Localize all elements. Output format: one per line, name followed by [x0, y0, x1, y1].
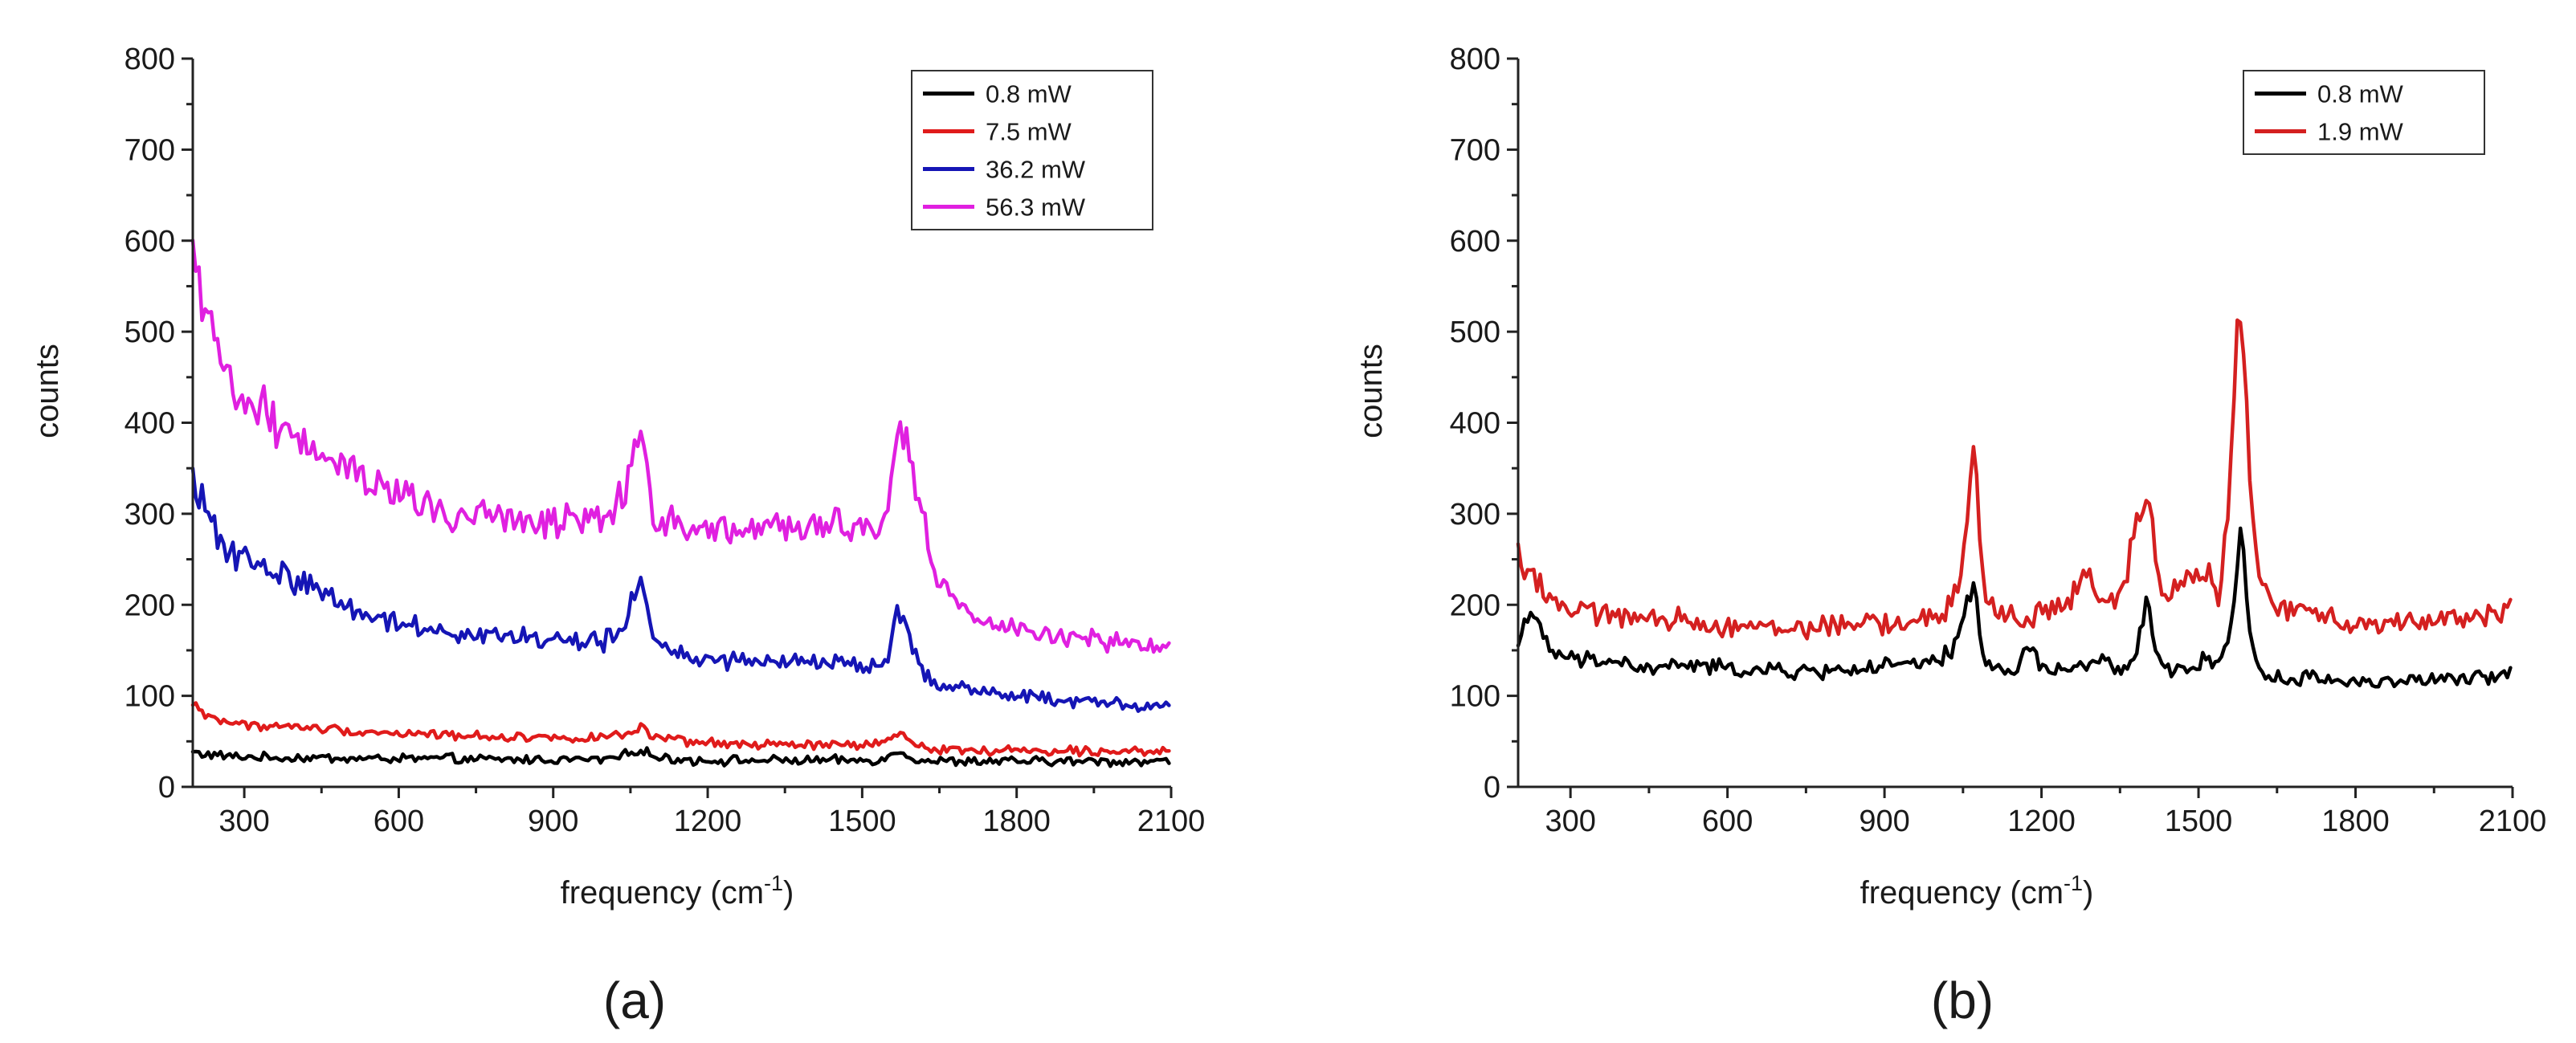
y-axis-label-a: counts — [30, 344, 65, 438]
legend-label: 0.8 mW — [2317, 80, 2404, 108]
y-tick-label: 400 — [1450, 407, 1500, 441]
x-tick-label: 900 — [528, 805, 578, 838]
x-tick-label: 2100 — [2479, 805, 2547, 838]
series-line-0-8-mw — [190, 746, 1171, 768]
x-tick-label: 600 — [374, 805, 424, 838]
x-tick-label: 600 — [1702, 805, 1753, 838]
x-tick-label: 1800 — [2321, 805, 2390, 838]
panel-label-a: (a) — [603, 972, 666, 1029]
x-tick-label: 1500 — [828, 805, 896, 838]
y-axis-label-b: counts — [1353, 344, 1389, 438]
y-tick-label: 500 — [125, 316, 175, 349]
legend-box — [911, 70, 1153, 230]
y-tick-label: 100 — [125, 680, 175, 714]
legend-label: 7.5 mW — [986, 118, 1072, 146]
x-axis-label-b: frequency (cm-1) — [1860, 871, 2094, 911]
y-tick-label: 600 — [125, 225, 175, 259]
legend-a: 0.8 mW 7.5 mW 36.2 mW 56.3 mW — [911, 70, 1153, 230]
x-tick-label: 1800 — [982, 805, 1051, 838]
x-tick-label: 2100 — [1137, 805, 1206, 838]
x-tick-label: 1200 — [2007, 805, 2076, 838]
y-tick-label: 300 — [125, 498, 175, 532]
x-tick-label: 900 — [1859, 805, 1909, 838]
series-line-56-3-mw — [190, 238, 1171, 654]
legend-label: 56.3 mW — [986, 194, 1086, 222]
chart-panel-b: 0 100 200 300 400 500 600 700 800 300 600 900 1200 15… — [1353, 43, 2546, 1029]
axes-a: 0 100 200 300 400 500 600 700 800 300 600 900 1200 15… — [125, 43, 1206, 838]
plot-area-a — [190, 238, 1171, 768]
y-tick-label: 0 — [158, 771, 175, 805]
plot-area-b — [1516, 318, 2513, 689]
y-tick-label: 500 — [1450, 316, 1500, 349]
y-tick-label: 0 — [1484, 771, 1500, 805]
y-tick-label: 600 — [1450, 225, 1500, 259]
y-tick-label: 700 — [125, 133, 175, 167]
y-tick-label: 300 — [1450, 498, 1500, 532]
legend-label: 36.2 mW — [986, 156, 1086, 184]
y-tick-label: 800 — [125, 43, 175, 76]
y-tick-label: 400 — [125, 407, 175, 441]
axes-b: 0 100 200 300 400 500 600 700 800 300 600 900 1200 15… — [1450, 43, 2547, 838]
legend-label: 0.8 mW — [986, 80, 1072, 108]
series-line-1-9-mw — [1516, 318, 2513, 641]
y-tick-label: 800 — [1450, 43, 1500, 76]
x-tick-label: 1200 — [674, 805, 742, 838]
y-tick-label: 100 — [1450, 680, 1500, 714]
y-tick-label: 200 — [1450, 589, 1500, 622]
panel-label-b: (b) — [1931, 972, 1994, 1029]
y-tick-label: 200 — [125, 589, 175, 622]
series-line-0-8-mw — [1516, 526, 2513, 689]
x-axis-label-a: frequency (cm-1) — [561, 871, 794, 911]
series-line-7-5-mw — [190, 701, 1171, 758]
chart-panel-a: 0 100 200 300 400 500 600 700 800 300 600 900 1200 15… — [30, 43, 1205, 1029]
legend-b: 0.8 mW 1.9 mW — [2243, 70, 2485, 155]
y-tick-label: 700 — [1450, 133, 1500, 167]
legend-box — [2243, 70, 2485, 155]
x-tick-label: 1500 — [2165, 805, 2233, 838]
legend-label: 1.9 mW — [2317, 118, 2404, 146]
x-tick-label: 300 — [218, 805, 269, 838]
series-line-36-2-mw — [190, 466, 1171, 713]
x-tick-label: 300 — [1545, 805, 1595, 838]
